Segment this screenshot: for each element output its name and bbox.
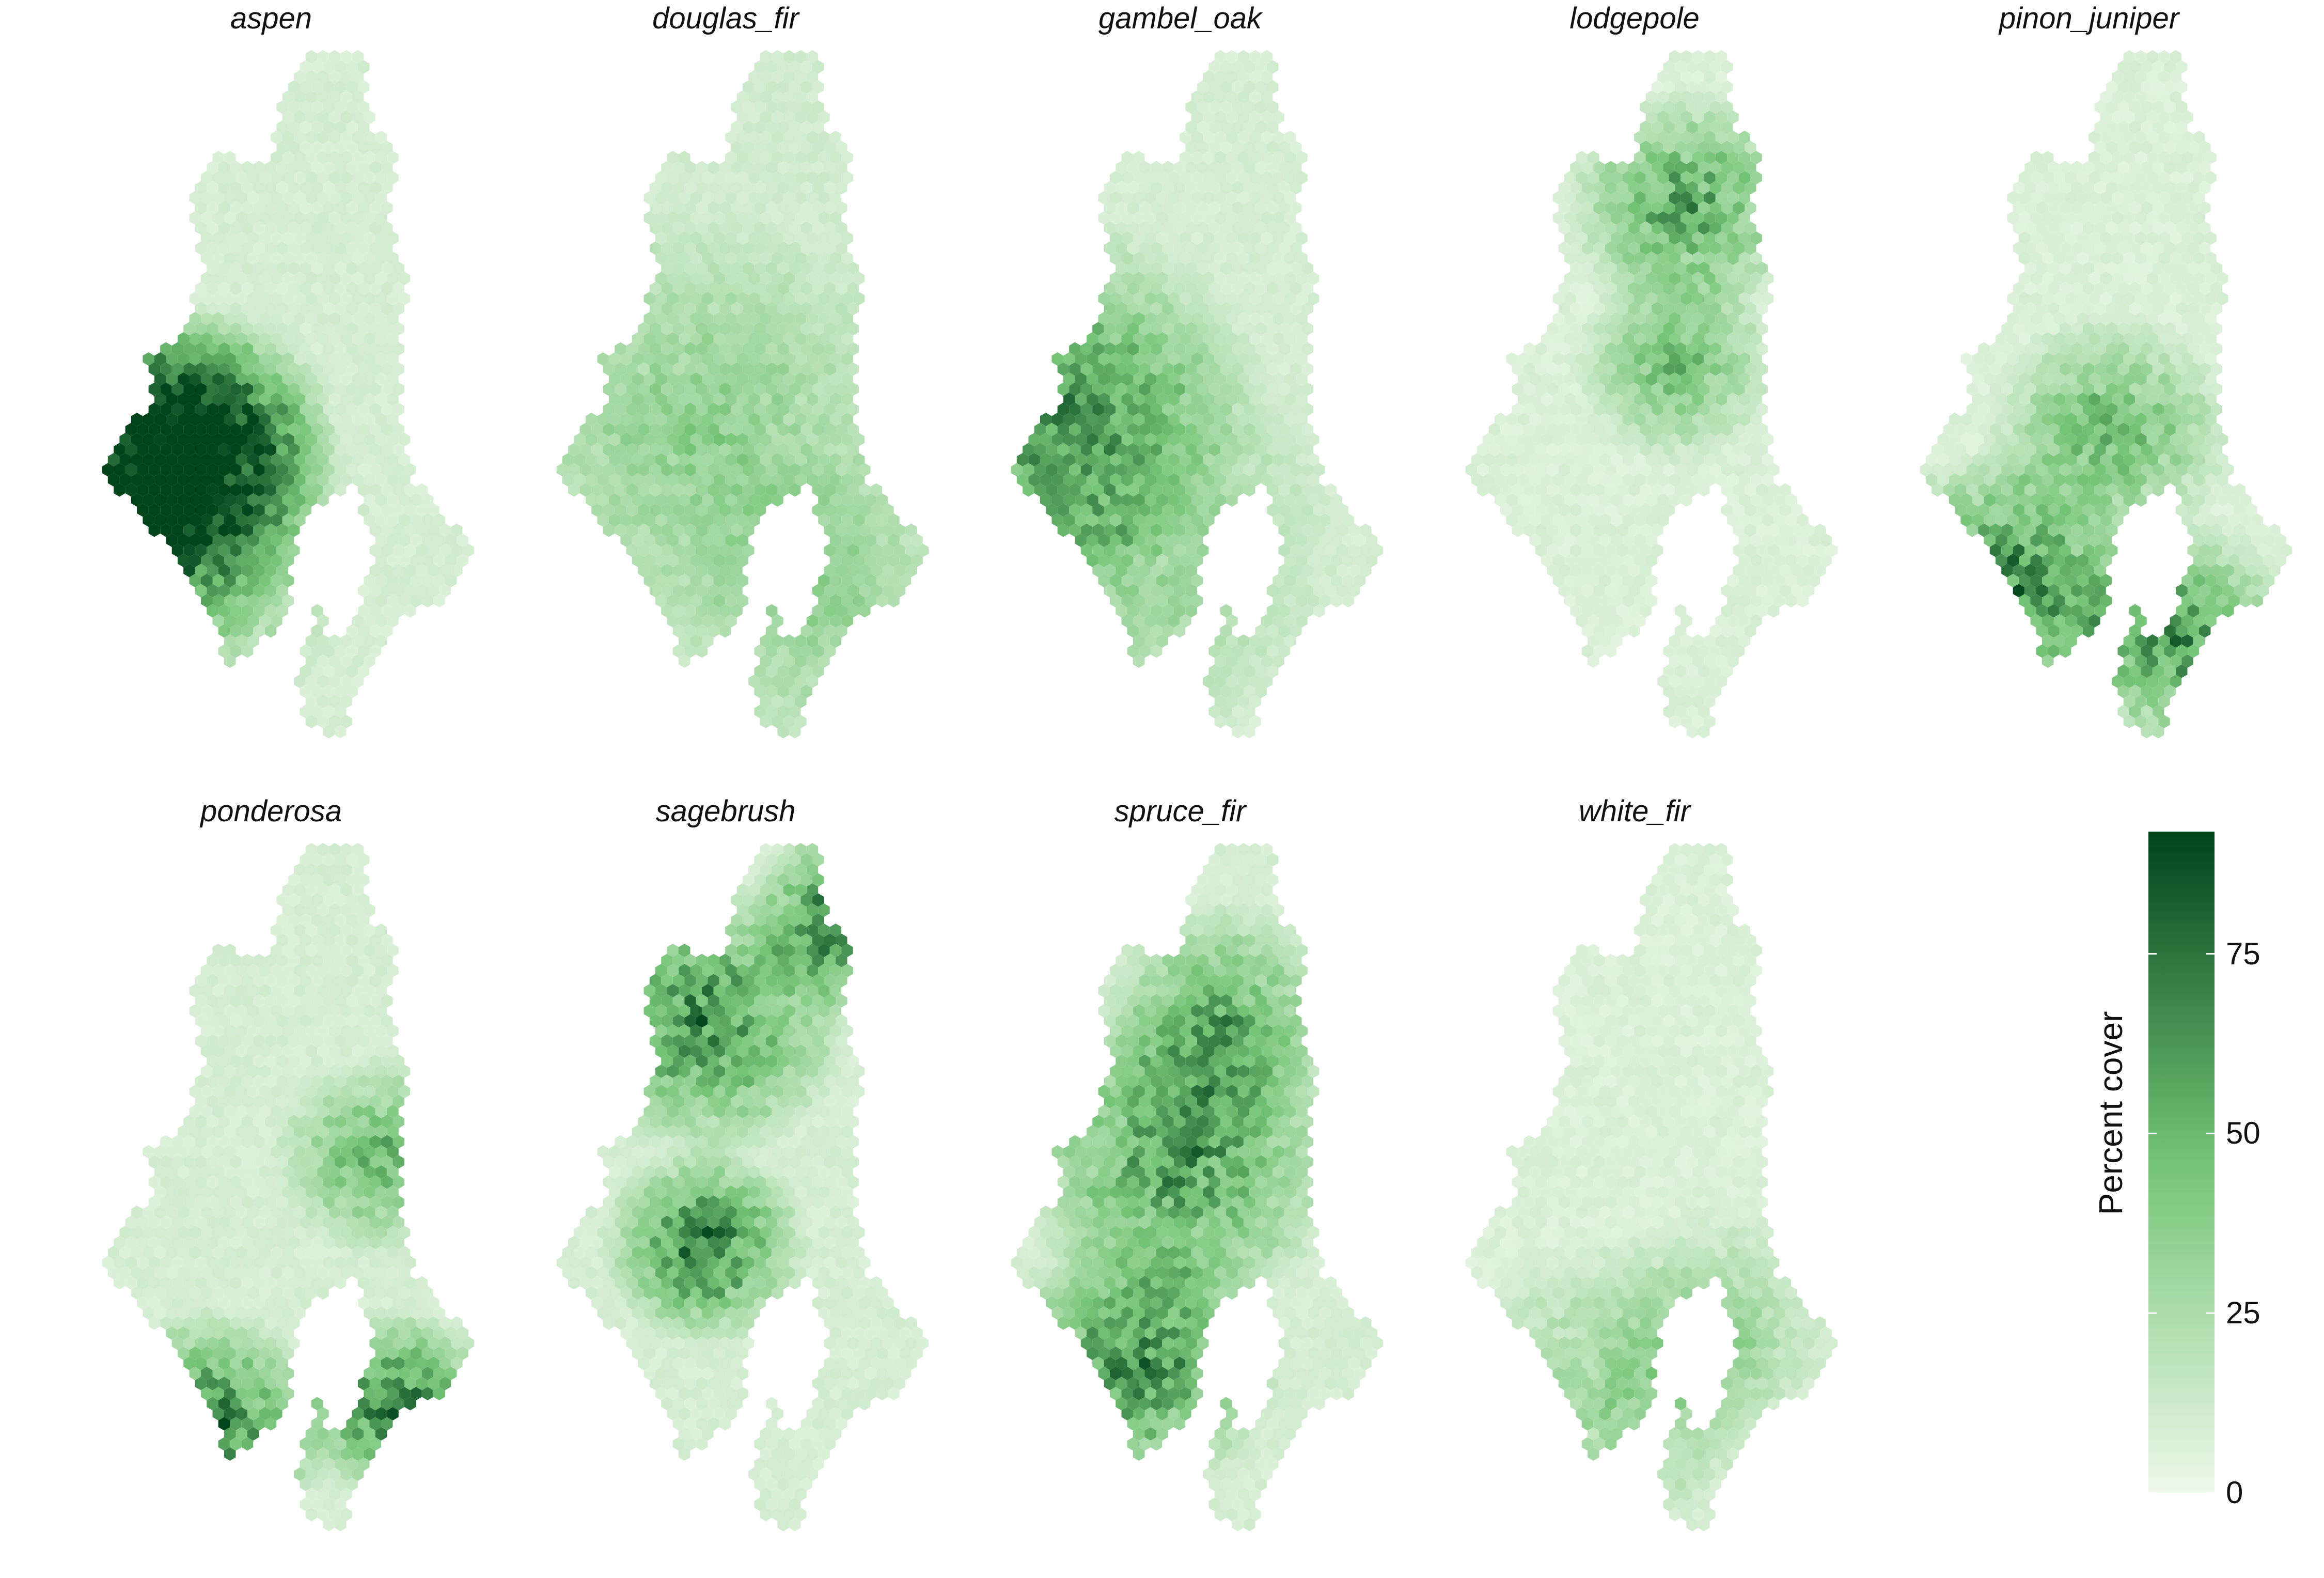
hexbin-map bbox=[953, 0, 1407, 739]
hexbin-map bbox=[1862, 0, 2316, 739]
hexbin-map bbox=[44, 0, 498, 739]
facet-panel-gambel-oak: gambel_oak bbox=[953, 0, 1407, 785]
facet-panel-lodgepole: lodgepole bbox=[1407, 0, 1862, 785]
hexbin-map bbox=[1407, 0, 1862, 739]
hexbin-map bbox=[498, 0, 953, 739]
facet-panel-aspen: aspen bbox=[44, 0, 498, 785]
facet-panel-pinon-juniper: pinon_juniper bbox=[1862, 0, 2316, 785]
facet-panel-douglas-fir: douglas_fir bbox=[498, 0, 953, 785]
